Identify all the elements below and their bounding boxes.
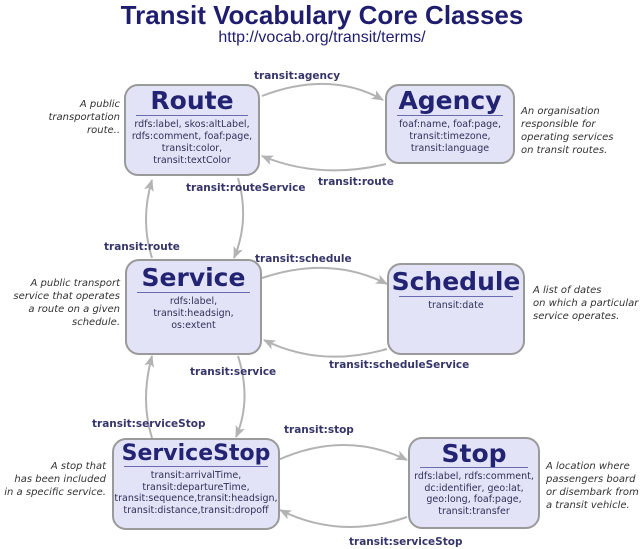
description-agency: An organisation responsible for operatin… (521, 106, 614, 156)
property-line: transit:sequence,transit:headsign, (114, 493, 278, 504)
property-line: rdfs:comment, foaf:page, (131, 131, 253, 142)
label-servicestop-stop: transit:stop (284, 424, 354, 436)
arrow-service-to-servicestop (235, 355, 246, 438)
class-box-route: Route rdfs:label, skos:altLabel, rdfs:co… (124, 84, 260, 176)
class-name-service: Service (141, 263, 246, 292)
class-box-agency: Agency foaf:name, foaf:page, transit:tim… (385, 84, 515, 164)
property-line: rdfs:label, rdfs:comment, (414, 471, 534, 482)
label-agency-route: transit:route (318, 176, 394, 188)
class-divider-schedule (399, 296, 513, 297)
arrow-servicestop-to-stop (277, 444, 408, 461)
class-props-schedule: transit:date (389, 300, 523, 312)
diagram-subtitle: http://vocab.org/transit/terms/ (218, 29, 426, 46)
class-name-route: Route (150, 86, 234, 115)
arrow-service-to-route (144, 179, 154, 259)
property-line: transit:timezone, (409, 131, 491, 142)
property-line: transit:headsign, (153, 308, 234, 319)
class-box-service: Service rdfs:label, transit:headsign, os… (125, 259, 262, 355)
label-stop-servicestop: transit:serviceStop (349, 536, 463, 548)
arrow-stop-to-servicestop (279, 509, 408, 528)
property-line: transit:textColor (153, 155, 231, 166)
class-name-agency: Agency (398, 86, 502, 115)
property-line: geo:long, foaf:page, (426, 494, 522, 505)
description-service: A public transport service that operates… (13, 278, 120, 328)
label-service-schedule: transit:schedule (255, 253, 352, 265)
arrow-service-to-schedule (261, 266, 388, 285)
property-line: dc:identifier, geo:lat, (424, 482, 524, 494)
class-divider-service (137, 292, 250, 293)
property-line: transit:date (428, 300, 484, 311)
description-servicestop: A stop that has been included in a speci… (4, 461, 106, 498)
property-line: transit:distance,transit:dropoff (123, 504, 269, 516)
property-line: rdfs:label, (169, 296, 218, 307)
label-route-service: transit:routeService (186, 182, 306, 194)
arrow-servicestop-to-service (144, 355, 154, 439)
class-name-servicestop: ServiceStop (121, 441, 271, 466)
property-line: transit:arrivalTime, (150, 470, 242, 481)
property-line: foaf:name, foaf:page, (398, 119, 502, 130)
class-props-route: rdfs:label, skos:altLabel, rdfs:comment,… (126, 119, 258, 167)
class-name-schedule: Schedule (391, 267, 521, 296)
label-service-servicestop: transit:serviceStop (92, 418, 206, 430)
arrow-agency-to-route (261, 155, 387, 172)
property-line: os:extent (171, 320, 216, 331)
class-props-stop: rdfs:label, rdfs:comment, dc:identifier,… (410, 471, 538, 517)
diagram-title: Transit Vocabulary Core Classes (120, 0, 524, 30)
class-box-schedule: Schedule transit:date (387, 263, 525, 355)
property-line: transit:departureTime, (142, 481, 250, 493)
class-props-service: rdfs:label, transit:headsign, os:extent (127, 296, 260, 332)
description-route: A public transportation route.. (48, 99, 121, 136)
label-servicestop-service: transit:service (190, 366, 277, 378)
class-divider-route (136, 115, 248, 116)
class-box-servicestop: ServiceStop transit:arrivalTime, transit… (112, 438, 280, 530)
arrow-route-to-service (233, 177, 245, 259)
arrow-schedule-to-service (263, 339, 388, 358)
arrow-route-to-agency (261, 83, 384, 101)
property-line: transit:language (410, 143, 490, 154)
label-schedule-service: transit:scheduleService (329, 359, 470, 371)
class-props-agency: foaf:name, foaf:page, transit:timezone, … (387, 119, 513, 155)
label-service-route: transit:route (104, 241, 180, 253)
property-line: rdfs:label, skos:altLabel, (134, 119, 250, 130)
description-schedule: A list of dates on which a particular se… (533, 285, 639, 322)
class-name-stop: Stop (441, 439, 507, 468)
description-stop: A location where passengers board or dis… (546, 461, 639, 511)
class-box-stop: Stop rdfs:label, rdfs:comment, dc:identi… (408, 437, 540, 529)
property-line: transit:transfer (438, 505, 510, 517)
class-divider-stop (420, 467, 528, 468)
class-divider-servicestop (124, 466, 268, 467)
class-props-servicestop: transit:arrivalTime, transit:departureTi… (114, 470, 278, 516)
property-line: transit:color, (161, 143, 223, 154)
class-divider-agency (397, 115, 503, 116)
label-route-agency: transit:agency (254, 70, 341, 82)
